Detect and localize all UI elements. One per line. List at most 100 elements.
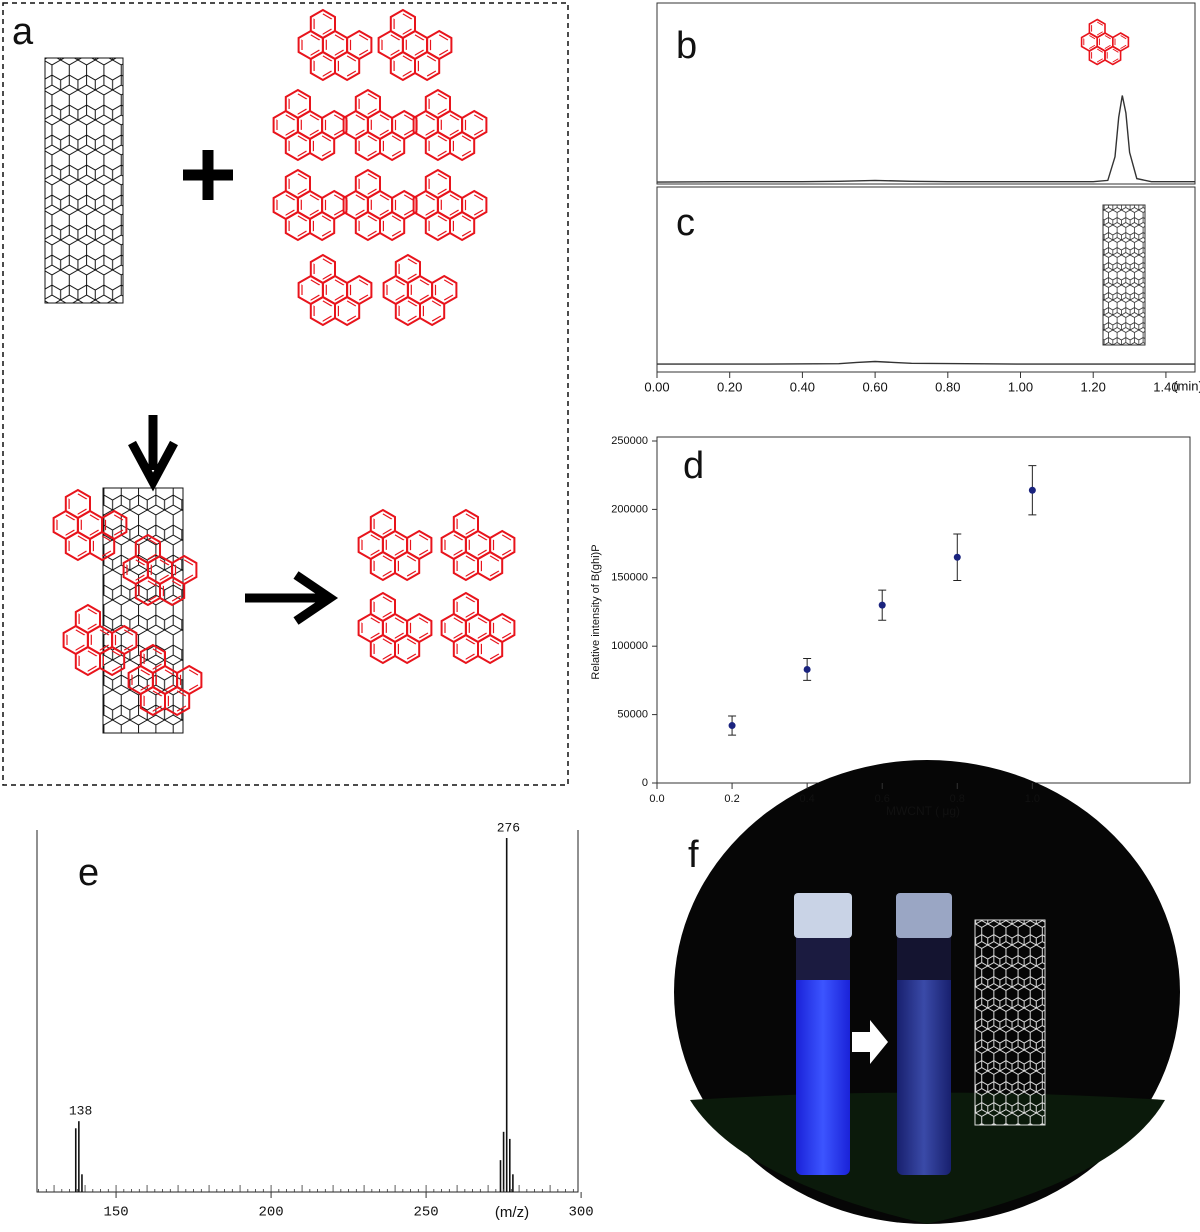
molecule-bond (428, 173, 448, 195)
x-tick-label: 0.80 (935, 379, 960, 394)
molecule-bond (452, 215, 472, 237)
molecule-bond (337, 300, 357, 322)
molecule-bond (349, 34, 369, 56)
molecule-bond (155, 669, 175, 691)
molecule-bond (78, 608, 98, 630)
molecule-bond (1106, 48, 1119, 63)
molecule-bond (444, 617, 464, 639)
data-point (878, 601, 886, 609)
molecule-bond (361, 534, 381, 556)
panel-label: e (78, 852, 99, 894)
y-tick-label: 250000 (611, 435, 648, 447)
molecule-ring (394, 253, 421, 285)
molecule-bond (429, 34, 449, 56)
molecule-bond (90, 629, 110, 651)
molecule-bond (313, 300, 333, 322)
molecule-ring (389, 8, 416, 40)
molecule-bond (80, 514, 100, 536)
molecule-bond (422, 300, 442, 322)
x-axis-label: MWCNT ( μg) (886, 804, 960, 818)
y-tick-label: 200000 (611, 503, 648, 515)
molecule-bond (66, 629, 86, 651)
molecule-bond (288, 215, 308, 237)
x-tick-label: 300 (568, 1205, 593, 1221)
data-point (728, 722, 736, 730)
molecule-bond (464, 114, 484, 136)
molecule-bond (428, 93, 448, 115)
molecule-bond (428, 135, 448, 157)
x-tick-label: 200 (258, 1205, 283, 1221)
molecule-bond (373, 638, 393, 660)
molecule-bond (324, 114, 344, 136)
x-tick-label: 0.4 (799, 793, 814, 805)
molecule-bond (444, 534, 464, 556)
molecule-bond (325, 34, 345, 56)
molecule-ring (354, 88, 381, 120)
molecule-bond (288, 135, 308, 157)
molecule-bond (416, 194, 436, 216)
molecule-bond (409, 617, 429, 639)
molecule-bond (373, 596, 393, 618)
molecule-bond (405, 34, 425, 56)
panel-label: f (688, 834, 699, 876)
molecule-bond (276, 194, 296, 216)
molecule-bond (370, 114, 390, 136)
molecule-bond (1098, 34, 1112, 50)
x-tick-label: 0.40 (790, 379, 815, 394)
molecule-bond (382, 215, 402, 237)
molecule-bond (92, 535, 112, 557)
molecule-bond (480, 638, 500, 660)
molecule-bond (138, 538, 158, 560)
panel-label: b (676, 25, 697, 67)
molecule-bond (480, 555, 500, 577)
molecule-bond (440, 194, 460, 216)
molecule-bond (143, 648, 163, 670)
molecule-bond (358, 93, 378, 115)
photo (674, 760, 1180, 1224)
molecule-bond (56, 514, 76, 536)
x-tick-label: 0.60 (862, 379, 887, 394)
x-axis-label: (min) (1173, 378, 1200, 393)
molecule-bond (174, 559, 194, 581)
molecule-bond (288, 173, 308, 195)
trace (656, 95, 1195, 183)
x-tick-label: 0.6 (875, 793, 890, 805)
molecule-bond (385, 617, 405, 639)
molecule-bond (78, 650, 98, 672)
x-tick-label: 1.20 (1081, 379, 1106, 394)
molecule-bond (440, 114, 460, 136)
arrow (245, 571, 339, 625)
molecule-ring (452, 508, 479, 540)
molecule-ring (369, 508, 396, 540)
plot-frame (656, 436, 1191, 784)
molecule-bond (346, 114, 366, 136)
molecule-bond (373, 513, 393, 535)
molecule-bond (394, 114, 414, 136)
molecule-bond (456, 555, 476, 577)
plot-frame (656, 2, 1196, 185)
nanotube (44, 57, 124, 304)
x-tick-label: 0.8 (950, 793, 965, 805)
molecule-bond (1091, 21, 1104, 36)
plus-sign (183, 150, 233, 200)
panel-border (2, 2, 569, 786)
molecule-bond (301, 34, 321, 56)
x-tick-label: 250 (413, 1205, 438, 1221)
x-tick-label: 0.2 (724, 793, 739, 805)
y-tick-label: 50000 (617, 709, 648, 721)
molecule-bond (68, 493, 88, 515)
molecule-ring (284, 168, 311, 200)
y-tick-label: 100000 (611, 640, 648, 652)
plot-frame (36, 830, 579, 1193)
molecule-bond (162, 580, 182, 602)
molecule-ring (309, 8, 336, 40)
data-point (953, 553, 961, 561)
panel-label: c (676, 202, 695, 244)
peak-label: 276 (497, 820, 520, 835)
molecule-bond (373, 555, 393, 577)
molecule-bond (358, 173, 378, 195)
molecule-bond (312, 135, 332, 157)
molecule-bond (349, 279, 369, 301)
molecule-bond (464, 194, 484, 216)
